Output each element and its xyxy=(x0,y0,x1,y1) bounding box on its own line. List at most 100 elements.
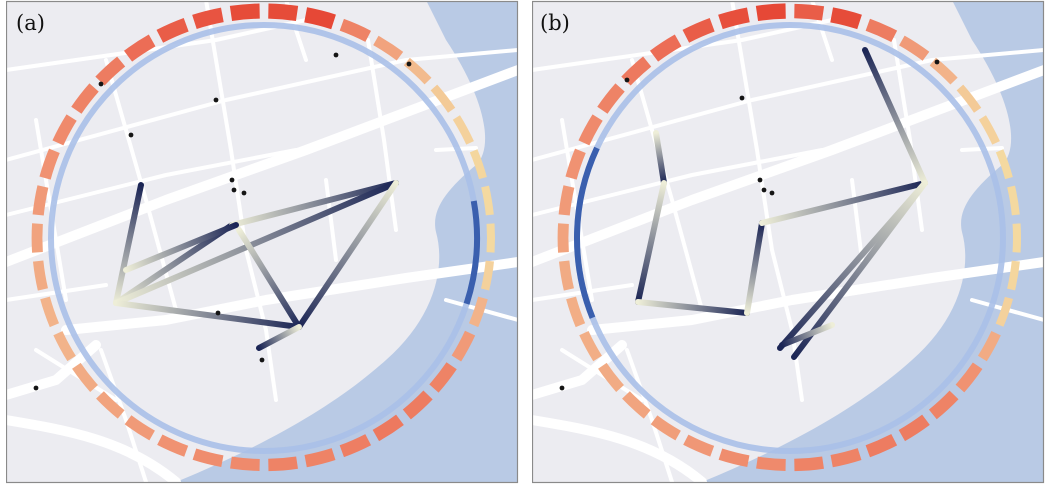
ring-segment xyxy=(558,185,575,216)
location-dot xyxy=(128,132,134,138)
ring-segment xyxy=(304,7,336,30)
ring-segment xyxy=(402,390,433,420)
ring-segment xyxy=(649,34,682,62)
location-dot xyxy=(934,59,940,65)
minor-road xyxy=(324,178,338,262)
ring-segment xyxy=(192,7,224,29)
minor-road xyxy=(850,178,864,262)
location-dot xyxy=(761,187,767,193)
ring-segment xyxy=(33,260,48,291)
ring-segment xyxy=(718,448,750,467)
ring-segment xyxy=(579,330,602,362)
water-area xyxy=(702,1,1044,482)
main-road xyxy=(6,340,101,400)
water-area xyxy=(176,1,518,482)
ring-segment xyxy=(480,260,495,291)
minor-road xyxy=(6,48,518,162)
ring-segment xyxy=(682,17,715,43)
ring-segment xyxy=(304,448,336,468)
location-points xyxy=(33,52,412,391)
panel-label: (a) xyxy=(16,11,45,35)
location-points xyxy=(559,59,940,391)
ring-segment xyxy=(468,296,488,328)
ring-segment xyxy=(268,456,298,472)
ring-segment xyxy=(830,448,862,468)
ring-segment xyxy=(718,7,750,30)
map-panel-a: (a) xyxy=(6,0,519,484)
trajectory-segment xyxy=(236,227,302,330)
road-network xyxy=(532,1,1044,483)
ring-segment xyxy=(794,456,824,472)
ring-segment xyxy=(229,3,260,21)
ring-segment xyxy=(929,57,958,85)
main-road xyxy=(532,65,1044,267)
ring-segment xyxy=(451,330,476,362)
ring-segment xyxy=(372,414,404,442)
ring-segment xyxy=(429,362,457,393)
river xyxy=(176,1,518,482)
location-dot xyxy=(624,77,630,83)
ring-segment xyxy=(899,35,930,61)
heat-ring xyxy=(31,3,495,472)
minor-road xyxy=(104,58,178,312)
trajectory-segment xyxy=(779,322,835,348)
ring-segment xyxy=(268,3,299,21)
trajectory-segment xyxy=(777,180,928,351)
location-dot xyxy=(231,187,237,193)
panel-border xyxy=(532,0,1045,484)
location-dot xyxy=(98,81,104,87)
location-dot xyxy=(333,52,339,58)
minor-road xyxy=(6,148,298,217)
ring-segment xyxy=(373,35,404,61)
trajectory-segment xyxy=(744,220,765,316)
ring-segment xyxy=(598,362,624,392)
location-dot xyxy=(241,190,247,196)
ring-segment xyxy=(430,84,456,113)
trajectory-segment xyxy=(862,47,928,186)
panel-a: (a) xyxy=(6,0,520,486)
location-dot xyxy=(229,177,235,183)
panel-label: (b) xyxy=(540,11,570,35)
ring-segment xyxy=(469,149,487,180)
ring-segment xyxy=(339,434,372,458)
ring-segment xyxy=(622,391,651,419)
ring-segment xyxy=(72,362,98,392)
ring-segment xyxy=(481,185,494,216)
ring-segment xyxy=(898,414,930,442)
ring-segment xyxy=(955,362,983,393)
ring-segment xyxy=(230,456,260,471)
trajectory-segment xyxy=(113,180,399,306)
ring-segment xyxy=(683,434,715,457)
ring-segment xyxy=(71,83,99,114)
panel-border xyxy=(6,0,519,484)
trajectory-segment xyxy=(113,222,235,306)
trajectory-segment xyxy=(635,299,750,316)
main-road xyxy=(6,65,518,267)
location-dot xyxy=(213,97,219,103)
location-dot xyxy=(757,177,763,183)
ring-segment xyxy=(865,433,898,458)
ring-segment xyxy=(52,114,77,146)
ring-segment xyxy=(566,296,586,328)
trajectory-paths xyxy=(635,47,928,360)
trajectory-segment xyxy=(759,180,928,226)
minor-road xyxy=(34,348,118,402)
ring-segment xyxy=(995,149,1013,180)
location-dot xyxy=(769,190,775,196)
ring-segment xyxy=(95,56,126,86)
ring-segment xyxy=(96,391,125,419)
minor-road xyxy=(366,38,398,232)
ring-segment xyxy=(830,7,862,30)
trajectory-segment xyxy=(653,130,667,186)
ring-segment xyxy=(157,434,189,457)
minor-road xyxy=(532,148,824,217)
ring-segment xyxy=(650,415,681,441)
ring-segment xyxy=(597,83,625,114)
ring-segment xyxy=(1007,185,1020,216)
location-dot xyxy=(559,385,565,391)
location-dot xyxy=(215,310,221,316)
ring-segment xyxy=(403,57,432,85)
ring-segment xyxy=(124,415,155,441)
ring-segment xyxy=(39,148,60,180)
ring-segment xyxy=(578,114,603,146)
